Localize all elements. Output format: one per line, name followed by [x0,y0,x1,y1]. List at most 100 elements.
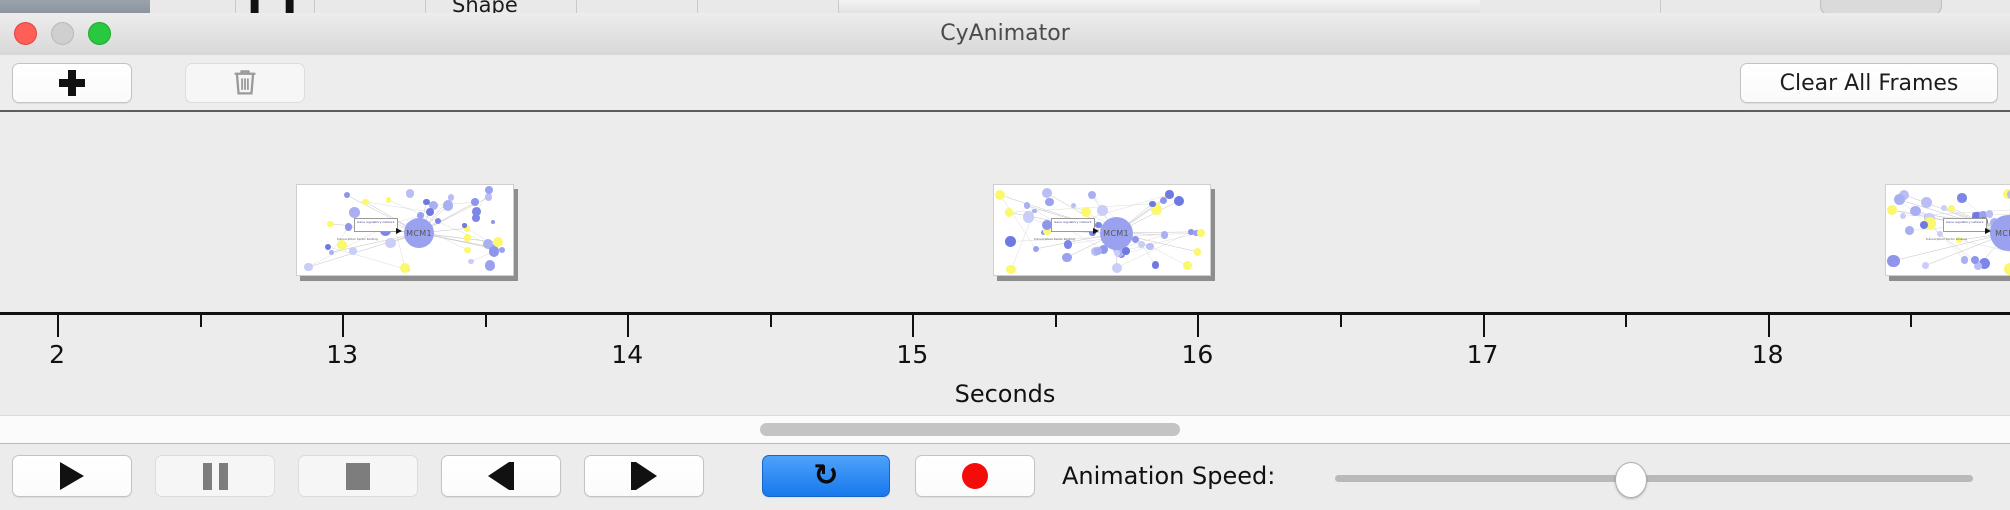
axis-major-tick [1197,315,1200,337]
thumbnail-canvas: MCM1 Gene regulatory network transcription… [993,184,1211,276]
network-hub-node: MCM1 [1990,215,2010,251]
network-node [425,207,435,216]
record-button[interactable] [915,455,1035,497]
background-window-segment [1661,0,1842,13]
background-window-segment [150,0,236,13]
trash-icon [234,70,256,95]
network-node [1111,262,1122,273]
stop-icon [346,462,370,490]
network-node [1023,202,1031,210]
background-window-segment [577,0,698,13]
network-node [1005,236,1017,247]
network-node [1088,190,1097,199]
network-node [406,189,415,198]
axis-minor-tick [1910,315,1913,327]
axis-minor-tick [1340,315,1342,327]
network-node [488,246,499,257]
network-node [1920,197,1932,209]
maximize-window-button[interactable] [88,22,111,45]
network-node [1173,195,1184,206]
network-annotation: transcription factor binding [1926,237,1967,241]
network-node [462,223,467,229]
axis-major-tick [342,315,345,337]
timeline-horizontal-scrollbar[interactable] [0,415,2010,444]
timeline-axis-line [0,312,2010,315]
network-node [1893,194,1905,206]
scrollbar-thumb[interactable] [760,423,1180,436]
play-button[interactable] [12,455,132,497]
callout-arrow-icon [1093,228,1099,234]
background-window-segment [315,0,426,13]
background-window-segment [236,0,315,13]
background-window-pill [1820,0,1942,13]
network-node [1899,189,1910,200]
network-node [1922,261,1929,269]
play-icon [60,462,84,490]
network-node [1979,258,1991,270]
axis-tick-label: 14 [611,340,644,369]
network-node [1004,208,1014,217]
axis-tick-label: 15 [896,340,929,369]
network-node [1941,204,1948,211]
network-node [1095,221,1102,229]
network-node [1182,261,1192,271]
slider-thumb[interactable] [1614,462,1647,498]
network-node [484,193,493,202]
network-node [1043,227,1051,235]
loop-icon: ↻ [813,458,839,493]
network-node [463,234,472,242]
network-node [385,237,396,249]
network-node [1089,229,1096,236]
network-annotation: transcription factor binding [337,237,378,241]
network-node [1165,190,1174,199]
network-node [434,217,442,224]
stop-button[interactable] [298,455,418,497]
network-node [1973,262,1982,271]
network-node [1985,210,1994,218]
network-node [484,186,493,195]
traffic-lights [14,22,111,45]
playback-controls-bar: ↻ Animation Speed: [0,443,2010,510]
network-node [1022,211,1035,223]
clear-all-frames-button[interactable]: Clear All Frames [1740,63,1998,103]
network-node [447,194,455,201]
network-node [399,262,411,273]
animation-speed-slider[interactable] [1335,462,1973,498]
slider-track [1335,475,1973,482]
close-window-button[interactable] [14,22,37,45]
title-bar: CyAnimator [0,13,2010,56]
network-node [1193,229,1200,237]
axis-tick-label: 13 [326,340,359,369]
network-node [1149,200,1156,207]
axis-major-tick [1482,315,1485,337]
callout-arrow-icon [396,228,402,234]
pause-button[interactable] [155,455,275,497]
axis-title: Seconds [954,380,1056,408]
network-node [1146,242,1154,251]
network-node [337,240,348,251]
timeline-panel[interactable]: MCM1 Gene regulatory network transcription… [0,110,2010,317]
network-node [471,198,480,207]
window-title: CyAnimator [940,21,1070,46]
minimize-window-button[interactable] [51,22,74,45]
background-window-titlebar [0,0,150,13]
skip-to-start-button[interactable] [441,455,561,497]
loop-button[interactable]: ↻ [762,455,890,497]
record-icon [962,463,988,489]
network-node [1887,254,1900,267]
delete-frame-button[interactable] [185,63,305,103]
add-frame-button[interactable] [12,63,132,103]
skip-to-end-button[interactable] [584,455,704,497]
network-node [1032,245,1040,253]
network-node [472,214,480,223]
network-node [1910,205,1921,217]
network-node [324,243,332,250]
network-node [1097,205,1109,217]
network-node [1193,248,1202,256]
background-window-segment [1480,0,1661,13]
network-node [1131,236,1140,244]
network-node [428,200,439,211]
